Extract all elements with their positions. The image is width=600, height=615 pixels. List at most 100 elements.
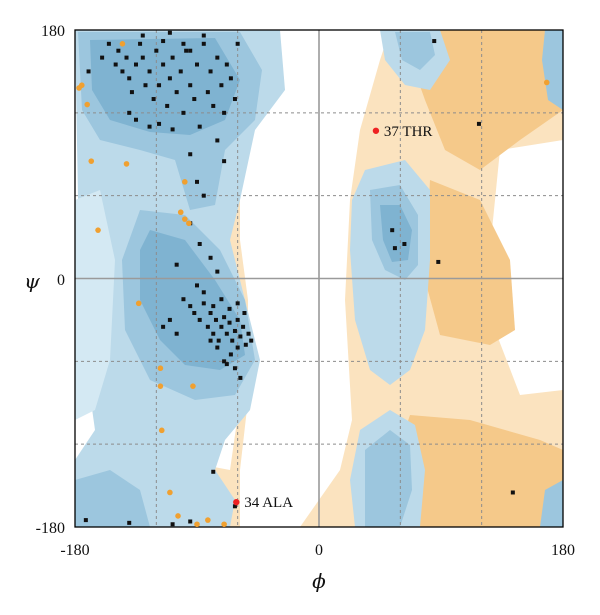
core-residue-point — [192, 97, 197, 102]
core-residue-point — [201, 33, 206, 38]
core-residue-point — [195, 62, 199, 67]
core-residue-point — [167, 317, 172, 322]
core-residue-point — [197, 317, 202, 322]
y-tick-label-bottom: -180 — [36, 520, 65, 537]
allowed-residue-point — [84, 101, 90, 108]
favored-region-beta-dark — [90, 38, 240, 135]
core-residue-point — [138, 41, 143, 46]
allowed-residue-point — [119, 41, 126, 47]
core-residue-point — [230, 338, 235, 343]
core-residue-point — [208, 338, 213, 343]
core-residue-point — [215, 55, 220, 60]
allowed-residue-point — [88, 158, 95, 164]
core-residue-point — [178, 69, 183, 74]
core-residue-point — [208, 69, 213, 74]
core-residue-point — [195, 283, 199, 288]
core-residue-point — [181, 41, 186, 46]
plot-frame — [74, 29, 564, 528]
outlier-residue-point — [372, 127, 380, 134]
core-residue-point — [195, 179, 199, 184]
core-residue-point — [106, 41, 111, 46]
allowed-residue-point — [182, 216, 188, 222]
allowed-residue-point — [221, 521, 227, 528]
allowed-residue-point — [543, 79, 550, 86]
core-residue-point — [228, 76, 233, 81]
core-residue-point — [201, 290, 206, 295]
core-residue-point — [238, 334, 243, 339]
core-residue-point — [208, 255, 213, 260]
core-residue-point — [174, 262, 179, 267]
core-residue-point — [188, 519, 193, 524]
core-residue-point — [201, 41, 206, 46]
core-residue-point — [129, 90, 134, 95]
core-residue-point — [197, 241, 202, 246]
core-residue-point — [184, 48, 189, 53]
core-residue-point — [147, 69, 152, 74]
core-residue-point — [219, 83, 224, 88]
core-residue-point — [208, 311, 213, 316]
core-residue-point — [134, 117, 138, 122]
core-residue-point — [211, 469, 216, 474]
core-residue-point — [241, 324, 246, 329]
core-residue-point — [157, 83, 162, 88]
data-points — [76, 30, 550, 528]
core-residue-point — [188, 152, 193, 157]
core-residue-point — [127, 110, 132, 115]
core-residue-point — [161, 39, 166, 44]
allowed-residue-point — [95, 227, 101, 233]
allowed-residue-point — [123, 161, 130, 167]
core-residue-point — [157, 121, 162, 126]
core-residue-point — [510, 490, 515, 495]
allowed-residue-point — [177, 209, 184, 216]
x-tick-label-right: 180 — [551, 542, 575, 559]
core-residue-point — [224, 331, 229, 336]
core-residue-point — [143, 83, 148, 88]
core-residue-point — [235, 317, 240, 322]
core-residue-point — [151, 97, 156, 102]
outlier-residue-point — [233, 498, 240, 506]
core-residue-point — [147, 124, 152, 129]
favored-region-right-edge — [542, 30, 563, 110]
allowed-residue-point — [205, 517, 211, 523]
allowed-residue-point — [167, 489, 173, 496]
core-residue-point — [170, 522, 175, 527]
core-residue-point — [86, 69, 91, 74]
core-residue-point — [167, 30, 172, 35]
core-residue-point — [432, 39, 437, 44]
core-residue-point — [192, 311, 197, 316]
x-tick-label-left: -180 — [60, 542, 89, 559]
allowed-residue-point — [135, 300, 142, 307]
allowed-residue-point — [182, 179, 188, 185]
core-residue-point — [235, 41, 240, 46]
core-residue-point — [402, 241, 407, 246]
core-residue-point — [113, 62, 118, 67]
core-residue-point — [222, 315, 227, 320]
favored-region-right-edge-bottom — [540, 480, 563, 527]
core-residue-point — [224, 362, 229, 367]
core-residue-point — [232, 366, 237, 371]
core-residue-point — [127, 76, 132, 81]
core-residue-point — [232, 97, 237, 102]
core-residue-point — [249, 338, 254, 343]
core-residue-point — [235, 345, 240, 350]
core-residue-point — [227, 306, 232, 311]
y-tick-label-center: 0 — [57, 272, 65, 289]
core-residue-point — [213, 317, 218, 322]
y-axis-title: ψ — [24, 269, 40, 293]
core-residue-point — [167, 76, 172, 81]
core-residue-point — [127, 520, 132, 525]
core-residue-point — [476, 121, 481, 126]
allowed-residue-point — [158, 427, 165, 434]
core-residue-point — [140, 33, 145, 38]
allowed-residue-point — [78, 82, 85, 89]
core-residue-point — [116, 48, 121, 53]
core-residue-point — [174, 331, 179, 336]
allowed-residue-point — [186, 220, 192, 227]
core-residue-point — [246, 331, 251, 336]
core-residue-point — [392, 246, 397, 251]
core-residue-point — [219, 297, 224, 302]
core-residue-point — [232, 328, 237, 333]
core-residue-point — [211, 304, 216, 309]
favored-region-bottom-left — [75, 470, 150, 527]
